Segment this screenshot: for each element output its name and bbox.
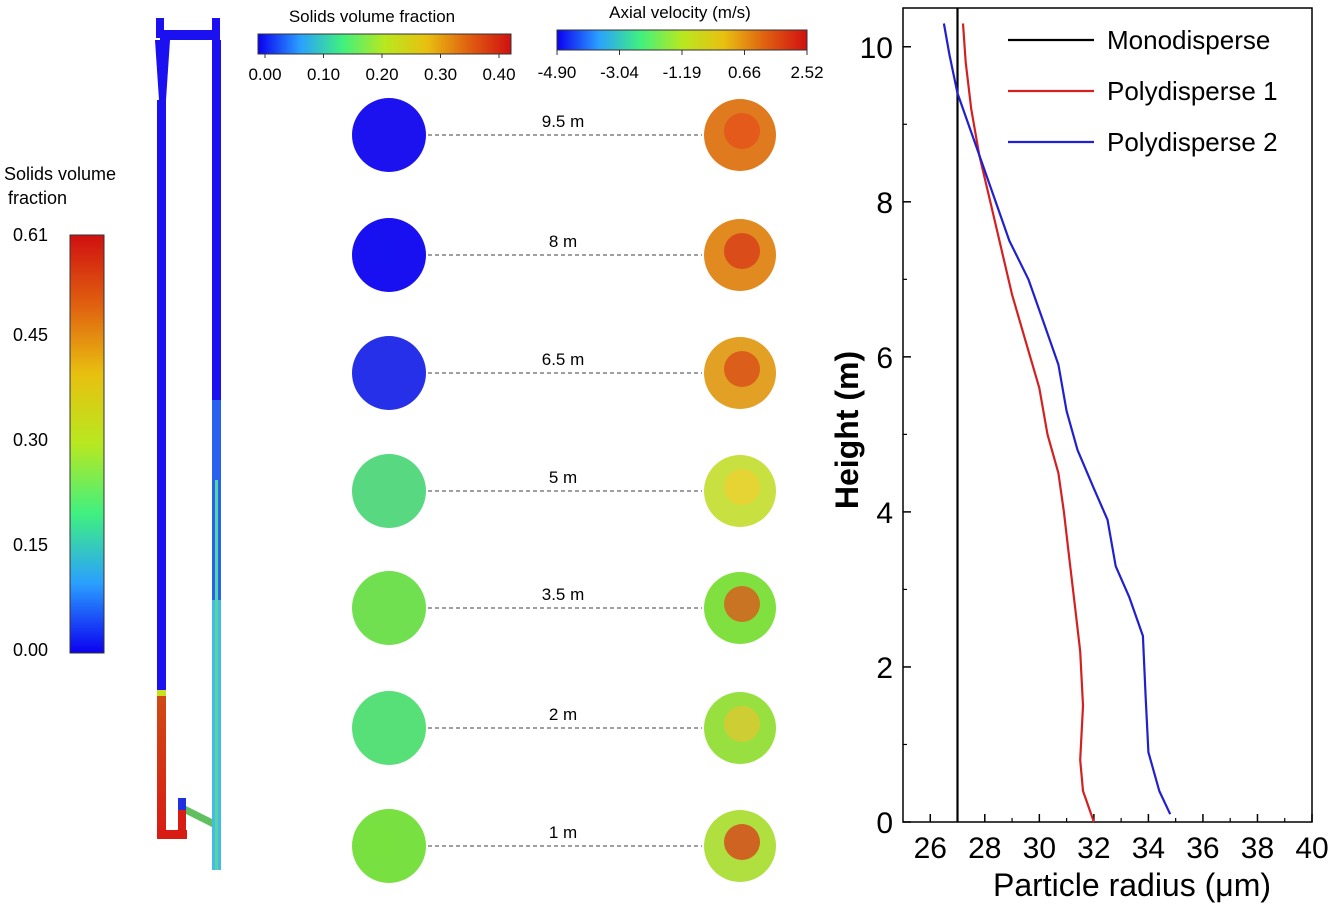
slice-row: 3.5 m bbox=[352, 571, 776, 645]
y-tick-label: 4 bbox=[876, 497, 893, 530]
velocity-slice-core bbox=[724, 706, 760, 742]
riser-top-right-cap bbox=[212, 18, 220, 40]
velocity-slice-core bbox=[724, 469, 760, 505]
series-line-polydisperse-2 bbox=[942, 23, 1172, 815]
standpipe-interface bbox=[157, 690, 166, 696]
legend-label: Polydisperse 1 bbox=[1107, 76, 1278, 106]
x-tick-label: 40 bbox=[1295, 832, 1328, 865]
solids-colorbar bbox=[257, 33, 512, 55]
velocity-slice-core bbox=[724, 233, 760, 269]
velocity-slice-core bbox=[724, 586, 760, 622]
left-colorbar-title-line1: Solids volume bbox=[4, 164, 116, 184]
loop-seal-return bbox=[186, 806, 214, 828]
solids-slice-core bbox=[362, 471, 394, 503]
particle-radius-chart: 26 28 30 32 34 36 38 40 0 2 4 6 8 10 Monodisperse Pol… bbox=[829, 7, 1329, 903]
x-tick-label: 32 bbox=[1077, 832, 1110, 865]
velocity-colorbar-group: Axial velocity (m/s) -4.90 -3.04 -1.19 0.66… bbox=[538, 3, 824, 82]
velocity-colorbar-title: Axial velocity (m/s) bbox=[609, 3, 751, 22]
velocity-slice-core bbox=[724, 351, 760, 387]
loop-seal-riser bbox=[178, 798, 186, 838]
solids-tick-label: 0.20 bbox=[365, 65, 398, 84]
velocity-tick-label: -1.19 bbox=[663, 63, 702, 82]
solids-slice-core bbox=[362, 235, 394, 267]
solids-slice-core bbox=[362, 826, 394, 858]
left-colorbar-tick-label: 0.45 bbox=[13, 325, 48, 345]
slice-height-label: 9.5 m bbox=[542, 112, 585, 131]
loop-seal-top bbox=[178, 798, 186, 810]
velocity-tick-label: -4.90 bbox=[538, 63, 577, 82]
velocity-slice-core bbox=[724, 113, 760, 149]
slice-height-label: 3.5 m bbox=[542, 585, 585, 604]
solids-colorbar-ticks: 0.00 0.10 0.20 0.30 0.40 bbox=[248, 54, 516, 84]
slice-row: 5 m bbox=[352, 454, 776, 528]
y-tick-label: 6 bbox=[876, 342, 893, 375]
solids-colorbar-group: Solids volume fraction 0.00 0.10 0.20 0.30 0… bbox=[248, 7, 515, 84]
legend-label: Polydisperse 2 bbox=[1107, 127, 1278, 157]
x-tick-label: 26 bbox=[914, 832, 947, 865]
standpipe-bed bbox=[157, 696, 166, 836]
slice-row: 6.5 m bbox=[352, 336, 776, 410]
riser-core-streak bbox=[215, 480, 218, 870]
y-axis-ticks: 0 2 4 6 8 10 bbox=[860, 32, 911, 840]
left-colorbar-title-line2: fraction bbox=[8, 188, 67, 208]
velocity-colorbar bbox=[556, 29, 808, 51]
left-colorbar-group: Solids volume fraction 0.610.450.300.150… bbox=[4, 164, 116, 660]
chart-plot-area bbox=[902, 7, 1313, 823]
left-colorbar-tick-label: 0.15 bbox=[13, 535, 48, 555]
velocity-tick-label: 0.66 bbox=[728, 63, 761, 82]
solids-tick-label: 0.00 bbox=[248, 65, 281, 84]
velocity-colorbar-ticks: -4.90 -3.04 -1.19 0.66 2.52 bbox=[538, 50, 824, 82]
left-colorbar-ticks: 0.61 0.45 0.30 0.15 0.00 bbox=[13, 225, 48, 660]
riser-upper bbox=[212, 40, 221, 400]
slice-contours: 9.5 m 8 m 6.5 m 5 m 3.5 m 2 m 1 m bbox=[352, 98, 776, 883]
solids-slice-core bbox=[362, 353, 394, 385]
cyclone-cone bbox=[155, 40, 170, 100]
x-tick-label: 30 bbox=[1023, 832, 1056, 865]
x-tick-label: 28 bbox=[968, 832, 1001, 865]
x-tick-label: 38 bbox=[1241, 832, 1274, 865]
slice-height-label: 6.5 m bbox=[542, 350, 585, 369]
slice-height-label: 2 m bbox=[549, 705, 577, 724]
riser-top-header bbox=[160, 30, 220, 40]
slice-row: 9.5 m bbox=[352, 98, 776, 172]
y-tick-label: 10 bbox=[860, 32, 893, 65]
solids-tick-label: 0.30 bbox=[424, 65, 457, 84]
y-tick-label: 8 bbox=[876, 187, 893, 220]
left-colorbar-tick-label: 0.30 bbox=[13, 430, 48, 450]
solids-tick-label: 0.40 bbox=[482, 65, 515, 84]
solids-slice-core bbox=[362, 708, 394, 740]
x-axis-ticks: 26 28 30 32 34 36 38 40 bbox=[914, 814, 1329, 865]
loop-seal-bottom bbox=[157, 830, 187, 839]
riser-top-cap bbox=[156, 18, 164, 38]
chart-series bbox=[942, 8, 1172, 823]
left-colorbar bbox=[69, 234, 105, 654]
x-axis-label: Particle radius (μm) bbox=[993, 867, 1271, 903]
x-tick-label: 34 bbox=[1132, 832, 1165, 865]
left-colorbar-tick-label: 0.61 bbox=[13, 225, 48, 245]
riser-contour bbox=[155, 18, 221, 870]
slice-height-label: 8 m bbox=[549, 232, 577, 251]
solids-slice-core bbox=[362, 115, 394, 147]
slice-row: 2 m bbox=[352, 691, 776, 765]
solids-tick-label: 0.10 bbox=[307, 65, 340, 84]
slice-row: 1 m bbox=[352, 809, 776, 883]
standpipe-upper bbox=[157, 100, 166, 690]
solids-colorbar-title: Solids volume fraction bbox=[289, 7, 455, 26]
velocity-tick-label: -3.04 bbox=[600, 63, 639, 82]
legend-label: Monodisperse bbox=[1107, 25, 1270, 55]
y-tick-label: 2 bbox=[876, 652, 893, 685]
x-tick-label: 36 bbox=[1186, 832, 1219, 865]
chart-legend: Monodisperse Polydisperse 1 Polydisperse 2 bbox=[1008, 25, 1278, 157]
slice-row: 8 m bbox=[352, 218, 776, 292]
velocity-tick-label: 2.52 bbox=[790, 63, 823, 82]
slice-height-label: 1 m bbox=[549, 823, 577, 842]
y-axis-label: Height (m) bbox=[829, 351, 865, 509]
y-tick-label: 0 bbox=[876, 807, 893, 840]
velocity-slice-core bbox=[724, 824, 760, 860]
left-colorbar-tick-label: 0.00 bbox=[13, 640, 48, 660]
slice-height-label: 5 m bbox=[549, 468, 577, 487]
solids-slice-core bbox=[362, 588, 394, 620]
